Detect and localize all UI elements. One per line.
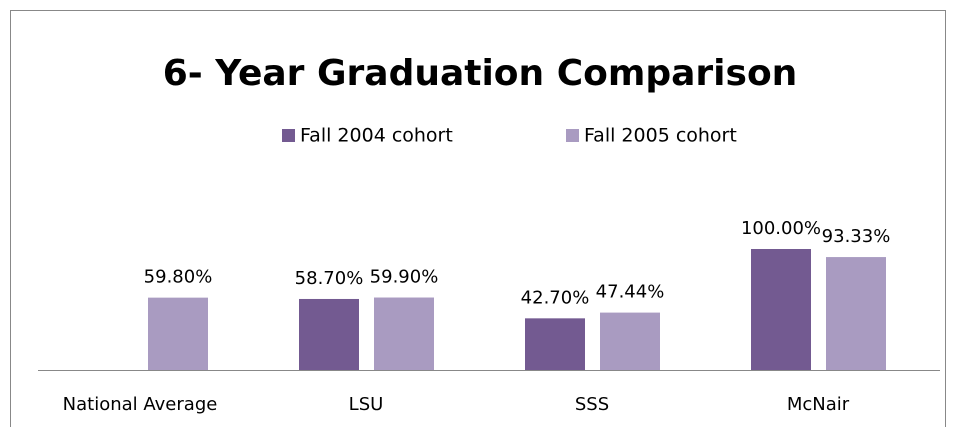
value-label: 58.70% xyxy=(295,268,364,289)
value-label: 100.00% xyxy=(741,218,821,239)
value-label: 59.90% xyxy=(370,267,439,288)
legend-label: Fall 2004 cohort xyxy=(300,125,453,147)
x-tick-label: McNair xyxy=(787,394,850,415)
x-tick-label: SSS xyxy=(575,394,609,415)
value-label: 93.33% xyxy=(822,226,891,247)
value-label: 42.70% xyxy=(521,287,590,308)
legend-swatch xyxy=(282,129,295,142)
bar xyxy=(751,249,811,370)
bar xyxy=(374,297,434,370)
chart-border xyxy=(10,10,946,427)
x-tick-label: LSU xyxy=(349,394,384,415)
value-label: 59.80% xyxy=(144,267,213,288)
value-label: 47.44% xyxy=(596,282,665,303)
bar xyxy=(299,298,359,370)
bar xyxy=(525,318,585,370)
x-tick-label: National Average xyxy=(63,394,218,415)
legend-label: Fall 2005 cohort xyxy=(584,125,737,147)
bar xyxy=(600,312,660,370)
chart-title: 6- Year Graduation Comparison xyxy=(163,53,798,94)
legend-swatch xyxy=(566,129,579,142)
bar xyxy=(826,257,886,370)
bar xyxy=(148,297,208,370)
